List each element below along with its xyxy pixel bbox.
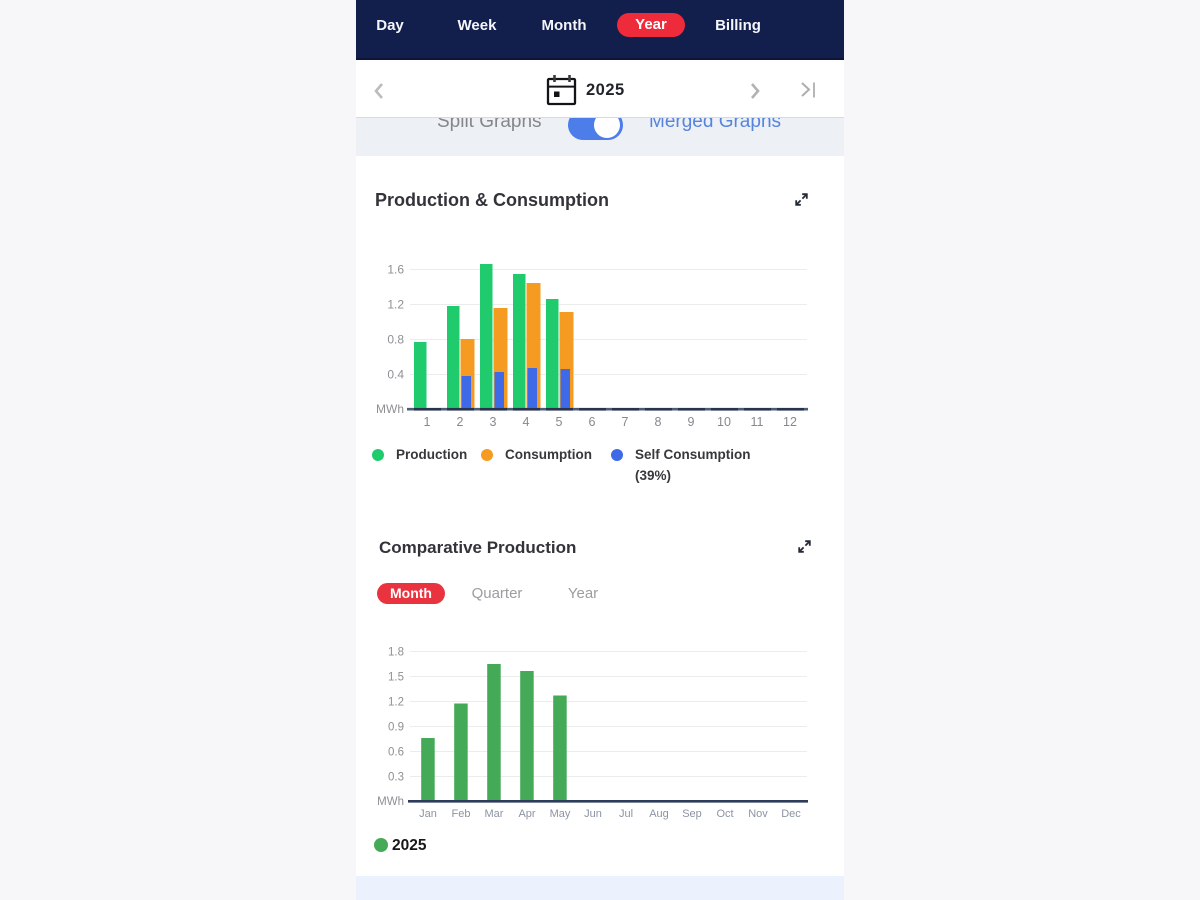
svg-text:4: 4 <box>523 415 530 429</box>
svg-text:9: 9 <box>688 415 695 429</box>
svg-text:0.3: 0.3 <box>388 772 404 784</box>
svg-text:Mar: Mar <box>485 808 504 820</box>
svg-text:12: 12 <box>783 415 797 429</box>
svg-text:Apr: Apr <box>518 808 535 820</box>
svg-text:Jun: Jun <box>584 808 602 820</box>
svg-text:2: 2 <box>457 415 464 429</box>
svg-text:0.8: 0.8 <box>387 333 404 347</box>
svg-text:8: 8 <box>655 415 662 429</box>
svg-text:MWh: MWh <box>376 402 404 416</box>
svg-text:Feb: Feb <box>452 808 471 820</box>
svg-text:0.6: 0.6 <box>388 747 404 759</box>
svg-text:10: 10 <box>717 415 731 429</box>
svg-text:1.6: 1.6 <box>387 263 404 277</box>
svg-text:Dec: Dec <box>781 808 801 820</box>
svg-text:1.5: 1.5 <box>388 672 404 684</box>
svg-text:Oct: Oct <box>716 808 733 820</box>
svg-text:3: 3 <box>490 415 497 429</box>
svg-text:6: 6 <box>589 415 596 429</box>
svg-text:Sep: Sep <box>682 808 702 820</box>
svg-text:Aug: Aug <box>649 808 669 820</box>
svg-text:5: 5 <box>556 415 563 429</box>
svg-text:Nov: Nov <box>748 808 768 820</box>
svg-text:Jan: Jan <box>419 808 437 820</box>
svg-text:0.4: 0.4 <box>387 368 404 382</box>
svg-text:May: May <box>550 808 571 820</box>
svg-text:7: 7 <box>622 415 629 429</box>
svg-text:1.8: 1.8 <box>388 647 404 659</box>
svg-text:Jul: Jul <box>619 808 633 820</box>
svg-text:1: 1 <box>424 415 431 429</box>
svg-text:11: 11 <box>751 415 764 429</box>
svg-text:MWh: MWh <box>377 796 404 808</box>
svg-text:1.2: 1.2 <box>388 697 404 709</box>
svg-text:1.2: 1.2 <box>387 298 404 312</box>
svg-text:0.9: 0.9 <box>388 722 404 734</box>
